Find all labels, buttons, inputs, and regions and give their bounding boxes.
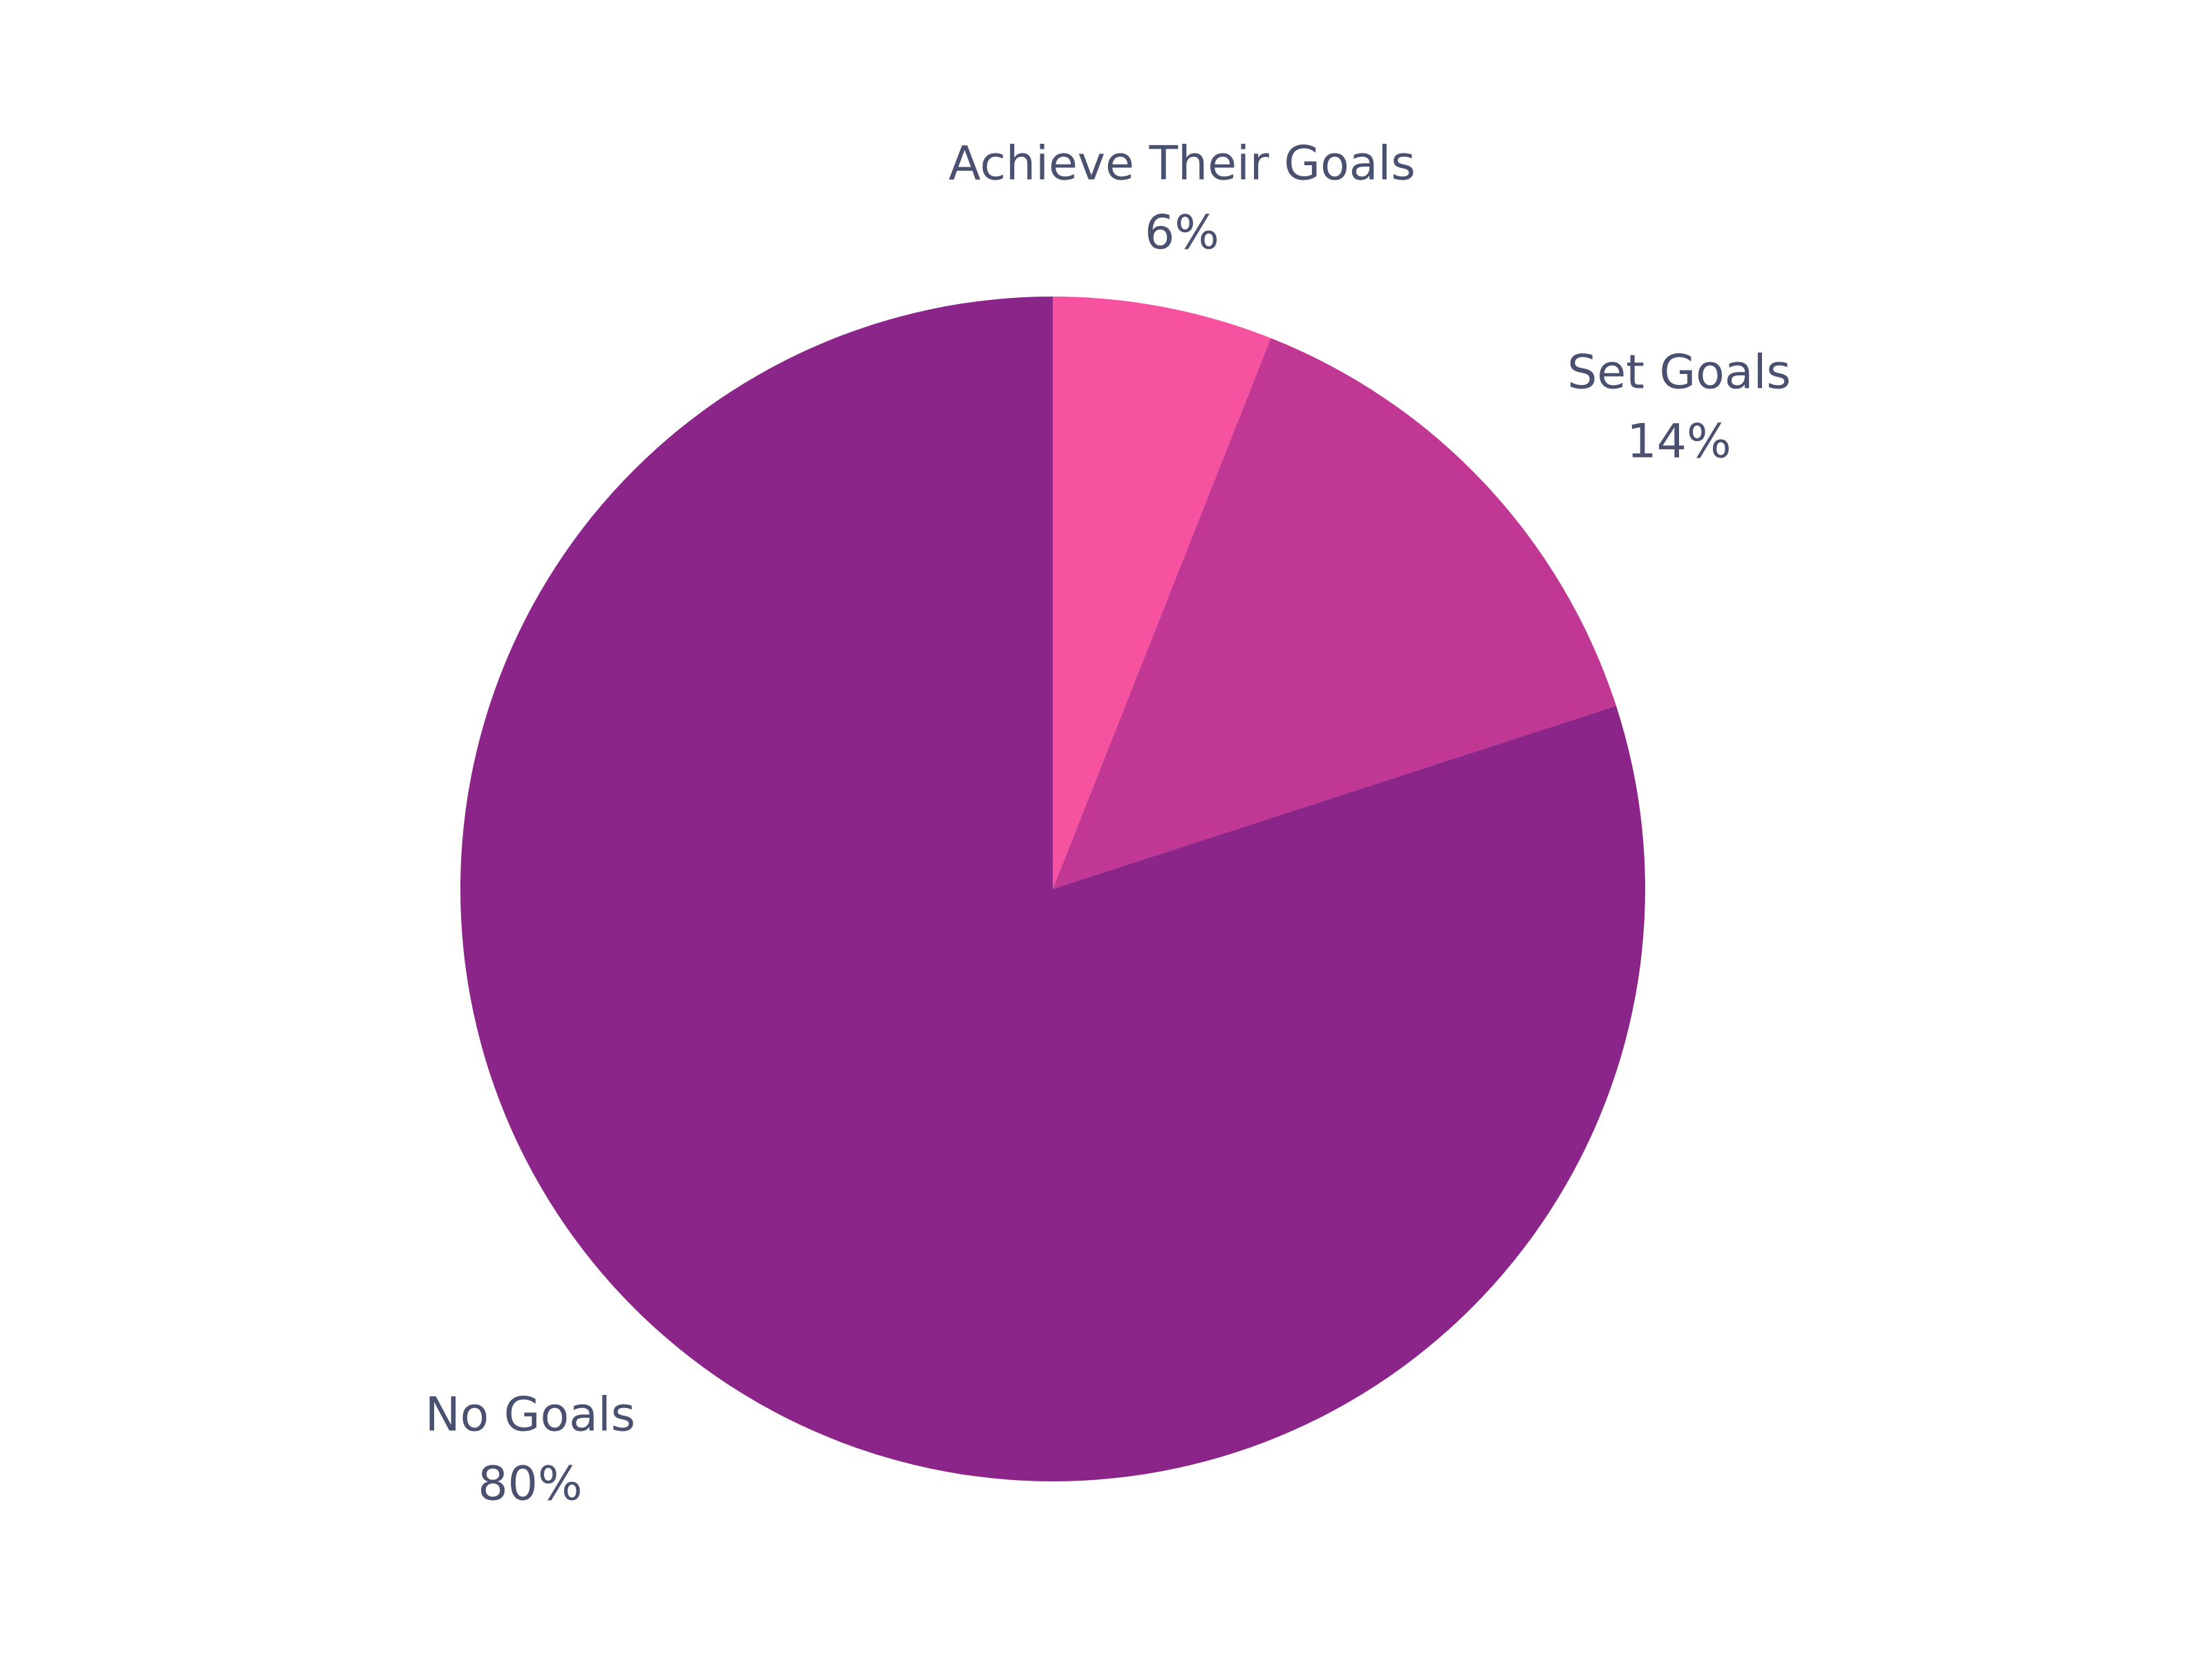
pie-slice <box>1053 297 1271 889</box>
slice-label: No Goals <box>425 1388 635 1443</box>
slice-label: Achieve Their Goals <box>948 137 1415 191</box>
pie-slice <box>460 297 1646 1482</box>
slice-value-label: 80% <box>478 1457 582 1512</box>
slice-value-label: 6% <box>1145 206 1219 261</box>
slice-label: Set Goals <box>1567 346 1791 400</box>
slice-value-label: 14% <box>1627 415 1731 469</box>
pie-slice <box>1053 338 1617 890</box>
